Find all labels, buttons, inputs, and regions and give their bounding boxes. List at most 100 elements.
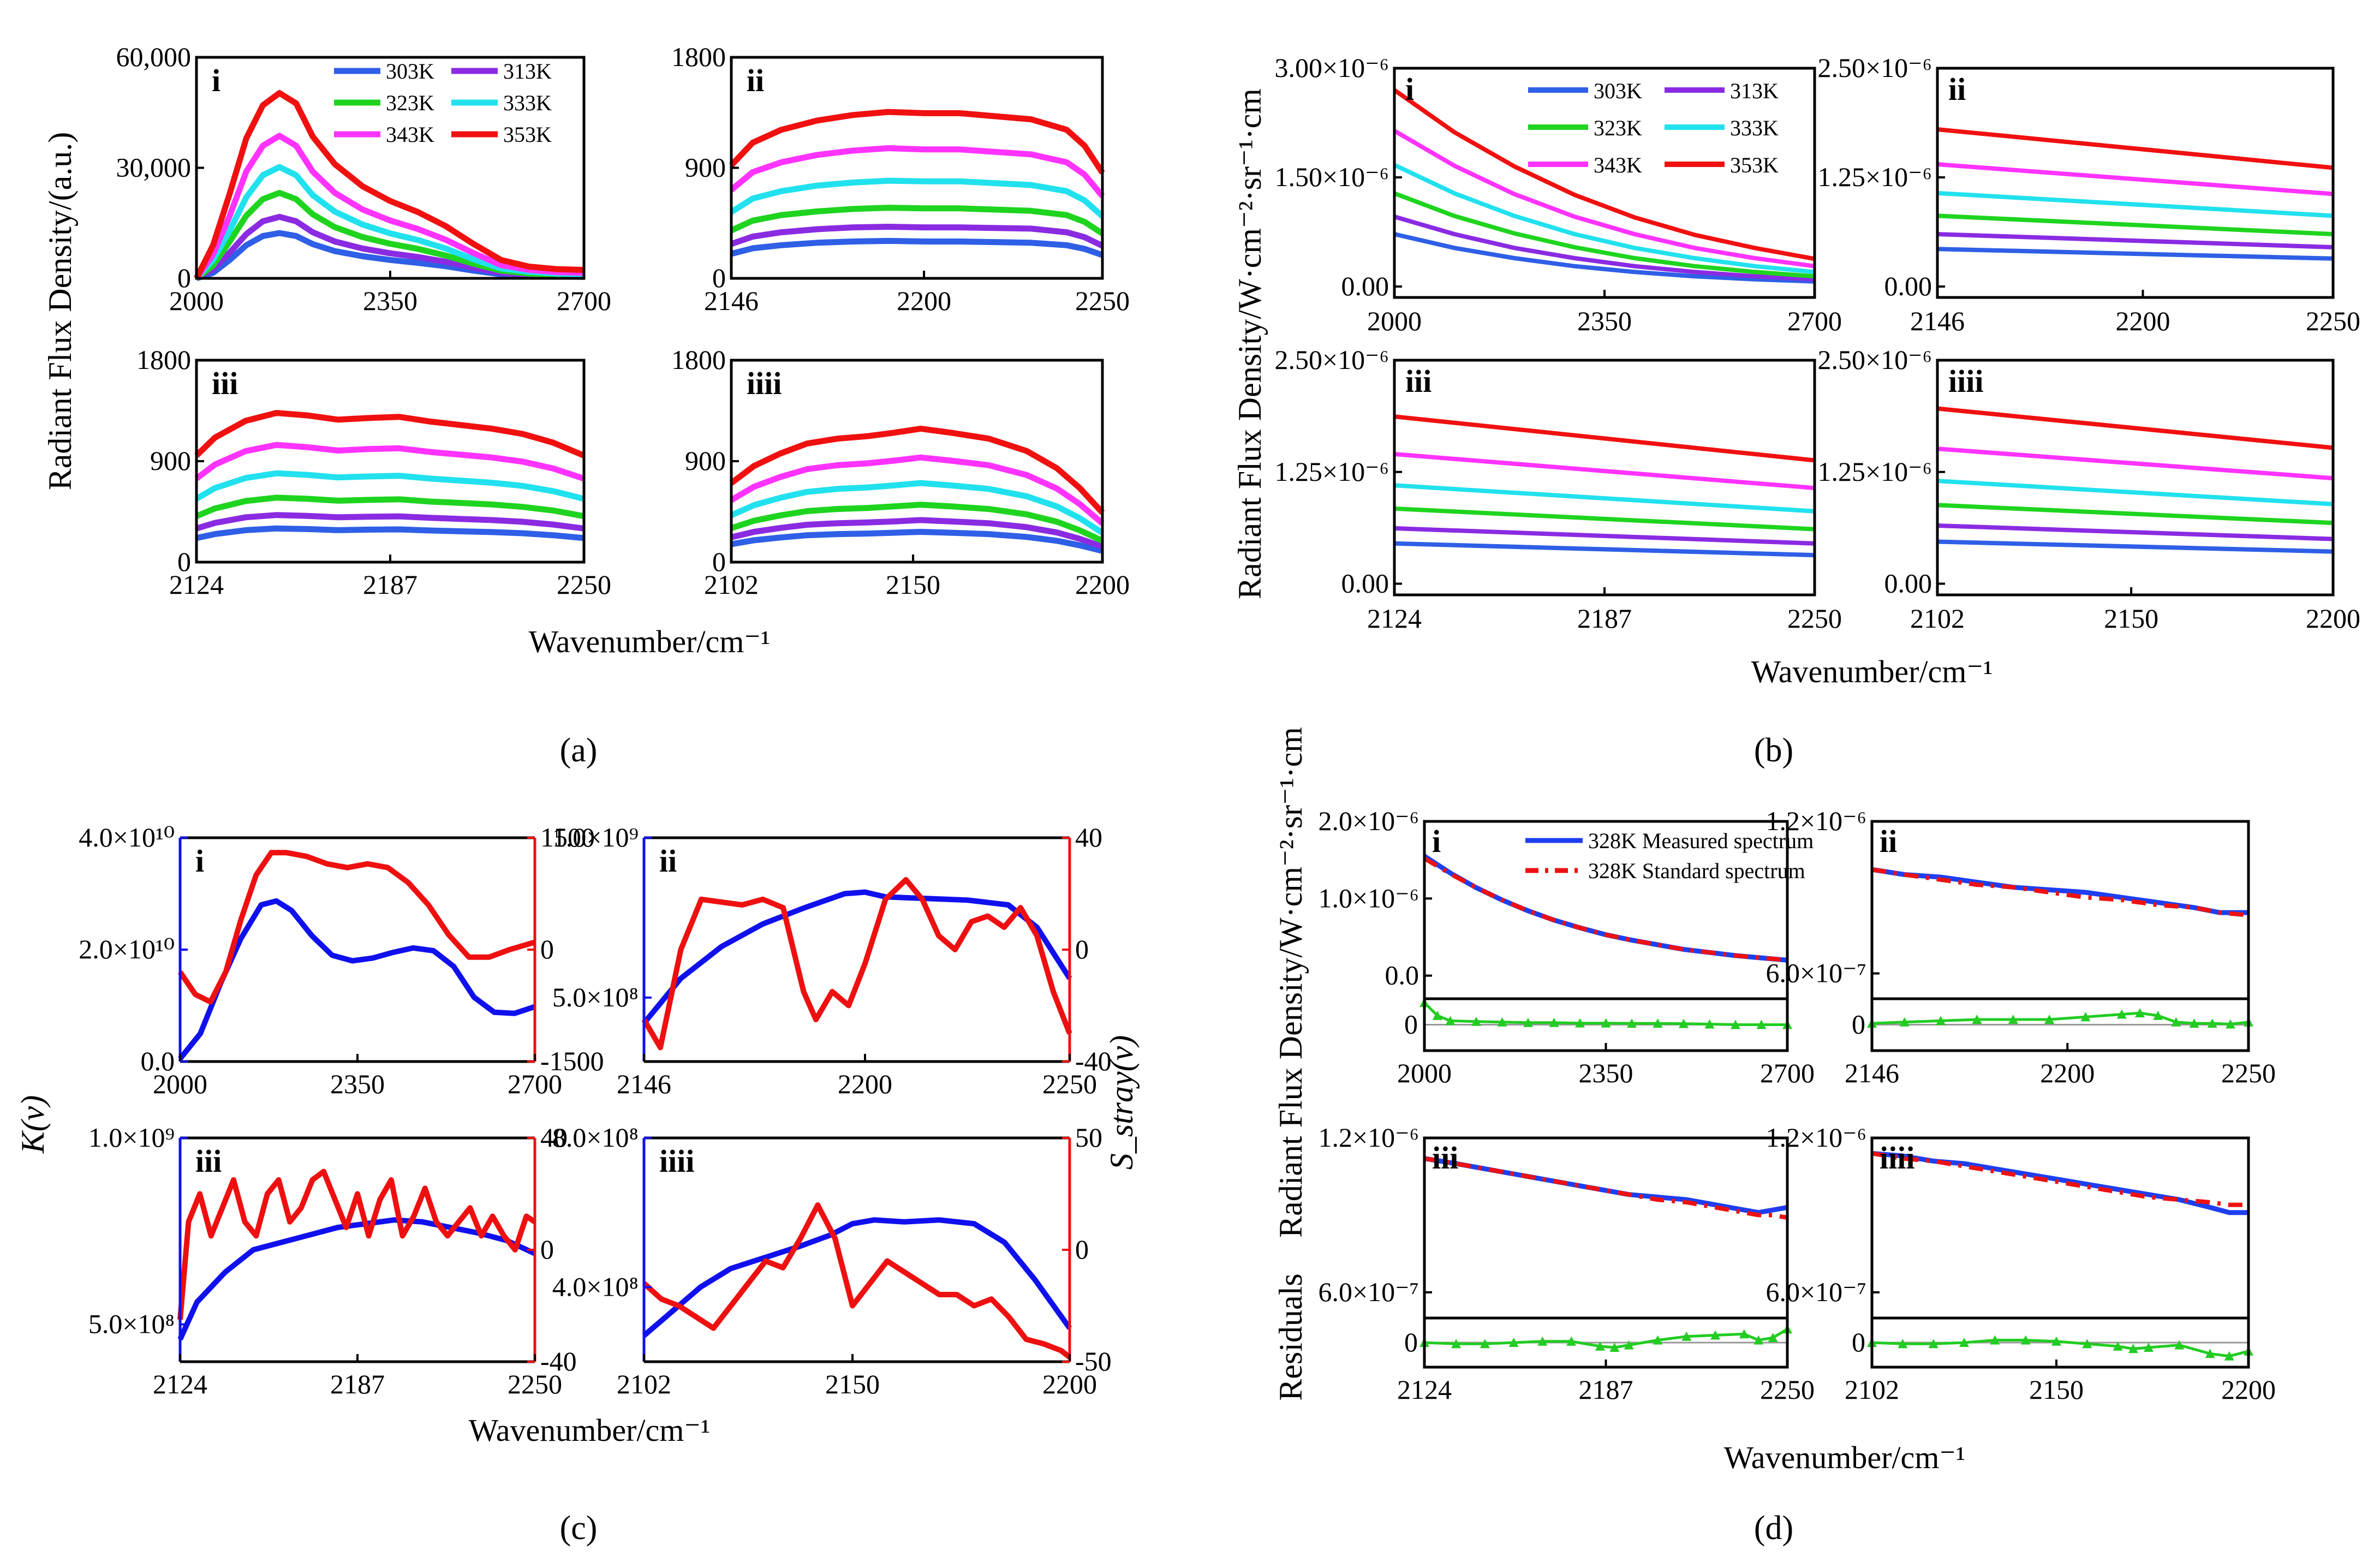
y-tick-label: 5.0×10⁸: [552, 982, 639, 1012]
legend-label: 313K: [1730, 79, 1779, 103]
x-tick-label: 2250: [557, 569, 611, 600]
residual-marker: [1480, 1339, 1490, 1349]
stray-series-line: [642, 1202, 1072, 1360]
y-tick-label: 0.00: [1341, 271, 1389, 301]
stray-series-line: [641, 877, 1072, 1051]
y-tick-label: 0.00: [1341, 568, 1389, 599]
residual-marker: [2153, 1010, 2163, 1020]
series-line-323K: [1937, 213, 2334, 236]
legend-label: 328K Standard spectrum: [1588, 858, 1805, 883]
legend-label: 303K: [1594, 79, 1642, 103]
residual-marker: [1627, 1018, 1637, 1028]
series-line-333K: [1937, 190, 2334, 218]
residual-marker: [1739, 1329, 1749, 1339]
residual-marker: [2020, 1335, 2031, 1345]
y-tick-label-right: -40: [1075, 1046, 1112, 1076]
y-tick-label: 0.00: [1884, 568, 1932, 599]
residual-marker: [1601, 1018, 1611, 1028]
x-tick-label: 2146: [617, 1069, 671, 1099]
x-tick-label: 2000: [169, 285, 224, 316]
x-axis-title: Wavenumber/cm⁻¹: [469, 1412, 711, 1448]
x-tick-label: 2146: [704, 285, 759, 316]
standard-line: [1423, 856, 1788, 963]
residual-marker: [2082, 1339, 2092, 1349]
legend-label: 353K: [503, 122, 552, 147]
x-tick-label: 2102: [617, 1369, 671, 1399]
legend-label: 343K: [386, 122, 434, 147]
y-tick-label: 1.2×10⁻⁶: [1765, 1122, 1866, 1153]
panel-tag: ii: [659, 843, 677, 879]
residual-marker: [1704, 1019, 1715, 1029]
y-tick-label: 900: [685, 445, 726, 476]
y-tick-label: 2.0×10⁻⁶: [1318, 806, 1419, 836]
panel-tag: iii: [195, 1143, 222, 1179]
plot-frame: [1870, 1136, 2250, 1320]
x-tick-label: 2700: [1787, 306, 1842, 336]
x-tick-label: 2150: [886, 569, 940, 600]
y-tick-label-right: 0: [540, 934, 554, 964]
y-tick-label: 6.0×10⁻⁷: [1765, 1277, 1866, 1307]
series-line-333K: [730, 480, 1104, 536]
residual-marker: [1549, 1017, 1559, 1027]
legend-label: 333K: [1730, 116, 1779, 140]
caption: (c): [560, 1510, 598, 1547]
residual-marker: [1898, 1339, 1908, 1349]
x-tick-label: 2250: [2306, 306, 2360, 336]
x-tick-label: 2250: [1042, 1069, 1097, 1099]
residual-marker: [1936, 1016, 1946, 1026]
y-tick-label: 1800: [671, 41, 726, 72]
panel-tag: ii: [1948, 71, 1966, 107]
figure-d: 0.0 1.0×10⁻⁶ 2.0×10⁻⁶ 0 2000 2350 2700 i 6.0×10⁻…: [1273, 727, 2276, 1547]
panel-tag: iiii: [659, 1143, 694, 1179]
x-tick-label: 2146: [1845, 1058, 1899, 1088]
panel-d-iiii: 6.0×10⁻⁷ 1.2×10⁻⁶ 0 2102 2150 2200 iiii: [1765, 1122, 2276, 1405]
standard-line: [1424, 1156, 1788, 1220]
x-tick-label: 2700: [508, 1069, 562, 1099]
series-line-313K: [195, 512, 584, 532]
residual-tick-label: 0: [1852, 1009, 1865, 1040]
x-tick-label: 2250: [1075, 285, 1130, 316]
panel-c-i: 2000 2350 2700 0.0 2.0×10¹⁰ 4.0×10¹⁰ -1500 0 150…: [79, 822, 604, 1099]
series-line-343K: [729, 145, 1105, 198]
residual-marker: [1681, 1331, 1692, 1341]
y-tick-label: 1.50×10⁻⁶: [1274, 162, 1389, 192]
residual-marker: [1972, 1015, 1982, 1024]
series-line-323K: [1393, 191, 1815, 279]
x-tick-label: 2102: [1845, 1374, 1899, 1405]
k-series-line: [642, 1217, 1072, 1338]
y-tick-label: 2.0×10¹⁰: [79, 934, 175, 964]
legend: 328K Measured spectrum 328K Standard spec…: [1525, 828, 1814, 883]
residual-tick-label: 0: [1404, 1327, 1418, 1357]
residual-marker: [1451, 1339, 1462, 1349]
y-tick-label-right: -40: [540, 1346, 577, 1376]
series-line-323K: [1937, 503, 2334, 526]
residual-marker: [2174, 1340, 2185, 1350]
residual-marker: [1445, 1016, 1456, 1026]
k-series-line: [642, 889, 1072, 1025]
x-tick-label: 2187: [1577, 603, 1632, 634]
residual-marker: [1497, 1017, 1507, 1027]
x-tick-label: 2350: [330, 1069, 385, 1099]
residual-marker: [2134, 1008, 2145, 1018]
residual-marker: [1753, 1335, 1764, 1345]
y-tick-label: 8.0×10⁸: [552, 1122, 639, 1153]
residual-marker: [1653, 1018, 1663, 1028]
y-tick-label: 4.0×10⁸: [552, 1271, 639, 1302]
residual-marker: [1523, 1017, 1533, 1027]
residual-marker: [1566, 1336, 1577, 1346]
caption: (a): [560, 732, 598, 769]
legend-label: 303K: [386, 59, 434, 84]
residual-marker: [1624, 1340, 1634, 1350]
k-series-line: [177, 1217, 536, 1341]
series-line-353K: [194, 410, 586, 458]
panel-d-iii: 6.0×10⁻⁷ 1.2×10⁻⁶ 0 2124 2187 2250 iii: [1318, 1122, 1815, 1405]
residual-marker: [2143, 1343, 2154, 1352]
plot-frame: [1393, 359, 1816, 597]
x-tick-label: 2250: [508, 1369, 562, 1399]
residual-marker: [1899, 1017, 1910, 1027]
panel-a-ii: 2146 2200 2250 0 900 1800 ii: [671, 41, 1130, 316]
y-axis-title: Radiant Flux Density/W·cm⁻²·sr⁻¹·cm: [1273, 727, 1309, 1238]
x-tick-label: 2150: [825, 1369, 880, 1399]
y-tick-label: 6.0×10⁻⁷: [1765, 958, 1866, 988]
